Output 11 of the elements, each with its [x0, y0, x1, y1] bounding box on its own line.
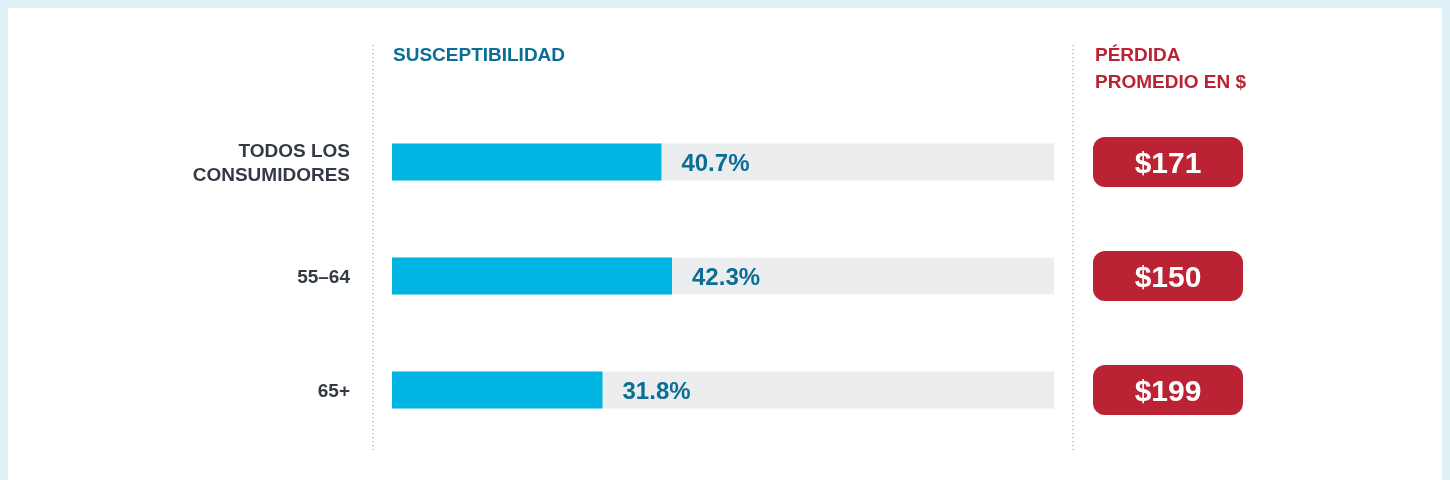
- data-label: $171: [1134, 146, 1202, 179]
- data-label: 42.3%: [692, 263, 761, 290]
- data-label: $199: [1134, 374, 1202, 407]
- chart-title: SUSCEPTIBILIDAD: [393, 44, 566, 65]
- text: PÉRDIDA PROMEDIO EN $: [1095, 43, 1247, 92]
- data-label: $150: [1134, 260, 1202, 293]
- data-label: 31.8%: [622, 377, 691, 404]
- y-tick-label: 55–64: [297, 266, 351, 287]
- y-tick-label: 65+: [317, 380, 350, 401]
- data-label: 40.7%: [681, 149, 750, 176]
- y-tick-label: TODOS LOS CONSUMIDORES: [192, 140, 350, 185]
